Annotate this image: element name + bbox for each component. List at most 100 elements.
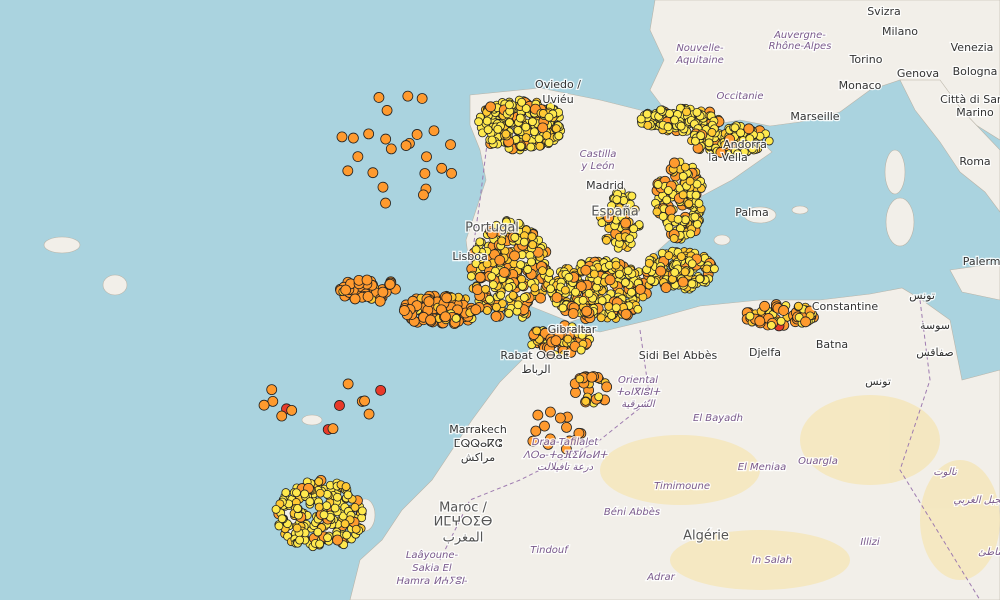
event-marker[interactable] — [664, 223, 674, 233]
event-marker[interactable] — [571, 287, 580, 297]
event-marker[interactable] — [490, 311, 502, 322]
event-marker[interactable] — [529, 127, 539, 137]
event-marker[interactable] — [362, 291, 374, 302]
event-marker[interactable] — [481, 284, 490, 294]
event-marker[interactable] — [597, 296, 607, 306]
event-marker[interactable] — [669, 234, 679, 243]
event-marker[interactable] — [620, 308, 632, 320]
event-marker[interactable] — [748, 144, 757, 154]
event-marker[interactable] — [274, 521, 284, 531]
event-marker[interactable] — [527, 257, 536, 267]
event-marker[interactable] — [505, 100, 514, 110]
event-marker[interactable] — [561, 421, 572, 433]
event-marker[interactable] — [604, 274, 616, 286]
event-marker[interactable] — [544, 112, 554, 122]
event-marker[interactable] — [527, 435, 539, 447]
event-marker[interactable] — [800, 316, 811, 328]
event-marker[interactable] — [736, 128, 746, 138]
event-marker[interactable] — [509, 250, 520, 262]
event-marker[interactable] — [352, 151, 364, 163]
event-marker[interactable] — [630, 205, 640, 214]
event-marker[interactable] — [482, 116, 492, 126]
event-marker[interactable] — [554, 412, 566, 424]
event-marker[interactable] — [419, 168, 431, 179]
event-marker[interactable] — [493, 124, 503, 134]
event-marker[interactable] — [349, 293, 361, 305]
event-marker[interactable] — [423, 296, 435, 307]
event-marker[interactable] — [258, 399, 270, 411]
event-marker[interactable] — [363, 128, 375, 140]
event-marker[interactable] — [656, 105, 666, 115]
event-marker[interactable] — [502, 217, 511, 227]
event-marker[interactable] — [686, 229, 695, 239]
event-marker[interactable] — [319, 510, 329, 520]
event-marker[interactable] — [607, 311, 617, 320]
event-marker[interactable] — [330, 503, 340, 513]
event-marker[interactable] — [436, 162, 448, 174]
event-marker[interactable] — [323, 533, 332, 543]
event-marker[interactable] — [673, 214, 683, 224]
event-marker[interactable] — [678, 190, 688, 200]
event-marker[interactable] — [516, 141, 526, 151]
event-marker[interactable] — [277, 514, 287, 524]
event-marker[interactable] — [530, 283, 540, 293]
event-marker[interactable] — [615, 269, 624, 279]
event-marker[interactable] — [498, 267, 510, 278]
event-marker[interactable] — [767, 320, 776, 330]
event-marker[interactable] — [678, 171, 688, 181]
event-marker[interactable] — [594, 392, 604, 402]
event-marker[interactable] — [696, 131, 706, 141]
event-marker[interactable] — [604, 302, 614, 311]
event-marker[interactable] — [381, 105, 393, 116]
event-marker[interactable] — [351, 524, 361, 534]
event-marker[interactable] — [629, 224, 639, 234]
event-marker[interactable] — [690, 136, 700, 146]
event-marker[interactable] — [646, 275, 656, 285]
event-marker[interactable] — [491, 302, 501, 312]
event-marker[interactable] — [340, 284, 352, 296]
event-marker[interactable] — [425, 314, 436, 326]
event-marker[interactable] — [663, 186, 673, 195]
event-marker[interactable] — [644, 258, 654, 268]
event-marker[interactable] — [663, 122, 673, 132]
event-marker[interactable] — [733, 149, 743, 159]
event-marker[interactable] — [676, 121, 686, 131]
event-marker[interactable] — [707, 128, 717, 137]
event-marker[interactable] — [561, 443, 572, 455]
event-marker[interactable] — [575, 281, 587, 292]
event-marker[interactable] — [341, 482, 351, 491]
event-marker[interactable] — [357, 506, 367, 516]
event-marker[interactable] — [508, 290, 518, 300]
event-marker[interactable] — [441, 292, 453, 304]
event-marker[interactable] — [466, 271, 476, 281]
event-marker[interactable] — [560, 285, 570, 295]
event-marker[interactable] — [544, 138, 554, 148]
event-marker[interactable] — [670, 115, 679, 125]
event-marker[interactable] — [411, 129, 423, 140]
event-marker[interactable] — [612, 206, 622, 216]
event-marker[interactable] — [695, 274, 705, 284]
event-marker[interactable] — [680, 162, 690, 172]
event-marker[interactable] — [534, 134, 544, 144]
event-marker[interactable] — [440, 311, 451, 323]
event-marker[interactable] — [486, 228, 498, 239]
event-marker[interactable] — [505, 118, 514, 127]
event-marker[interactable] — [292, 523, 302, 533]
event-marker[interactable] — [515, 113, 525, 123]
event-marker[interactable] — [494, 254, 506, 266]
event-marker[interactable] — [710, 264, 719, 274]
event-marker[interactable] — [691, 190, 701, 200]
event-marker[interactable] — [286, 404, 298, 416]
event-marker[interactable] — [474, 117, 484, 127]
event-marker[interactable] — [384, 278, 396, 290]
event-marker[interactable] — [475, 237, 485, 247]
event-marker[interactable] — [653, 180, 663, 189]
event-marker[interactable] — [720, 140, 730, 150]
event-marker[interactable] — [451, 313, 461, 323]
event-marker[interactable] — [313, 527, 323, 537]
event-marker[interactable] — [586, 371, 598, 383]
event-marker[interactable] — [550, 335, 562, 347]
event-marker[interactable] — [677, 276, 689, 288]
event-marker[interactable] — [589, 269, 599, 279]
event-marker[interactable] — [542, 131, 552, 140]
